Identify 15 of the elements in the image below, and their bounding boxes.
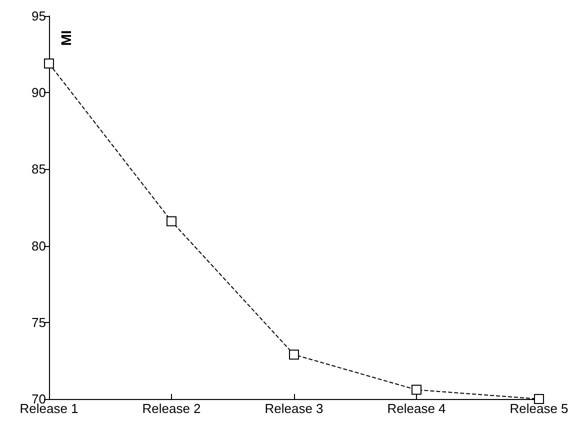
y-tick-label: 80 bbox=[32, 238, 46, 254]
x-tick-label: Release 5 bbox=[510, 401, 568, 416]
y-tick-label: 85 bbox=[32, 162, 46, 177]
y-tick-label: 90 bbox=[32, 85, 46, 100]
point bbox=[534, 394, 544, 404]
x-tick-label: Release 2 bbox=[142, 401, 201, 416]
y-axis-title: MI bbox=[58, 30, 74, 46]
point bbox=[412, 384, 422, 395]
x-tick-label: Release 4 bbox=[387, 401, 446, 416]
point bbox=[166, 216, 176, 226]
y-tick-label: 95 bbox=[32, 8, 46, 24]
x-tick-label: Release 3 bbox=[264, 401, 324, 416]
point bbox=[44, 58, 54, 68]
point bbox=[289, 350, 299, 360]
y-tick-label: 75 bbox=[32, 314, 46, 330]
